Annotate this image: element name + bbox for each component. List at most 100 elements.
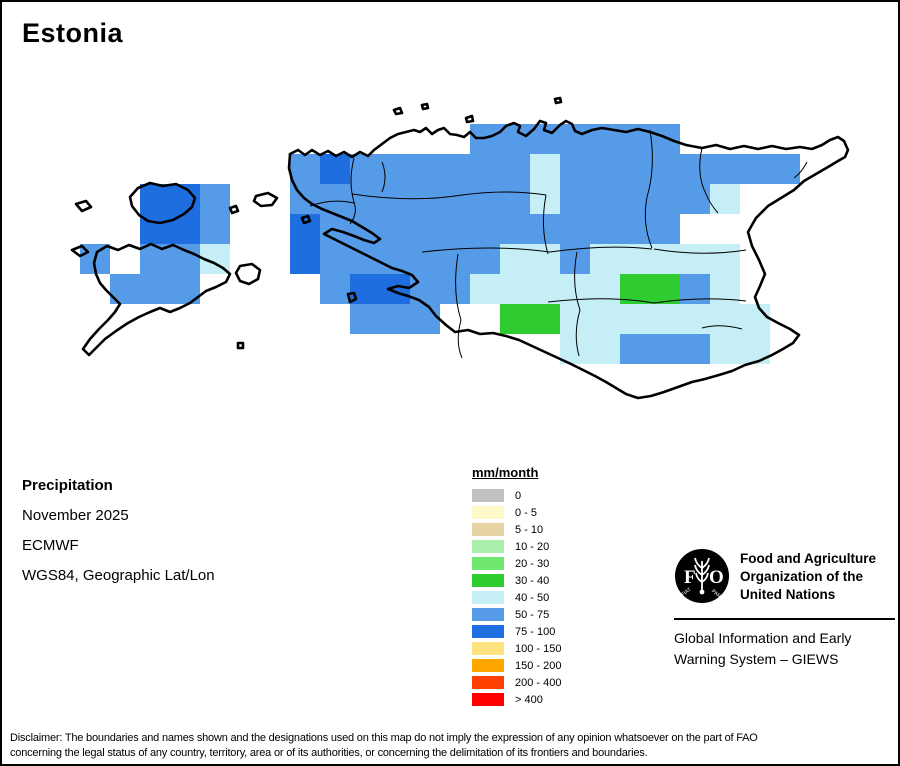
precipitation-cell [440,154,470,184]
precipitation-cell [500,304,530,334]
disclaimer: Disclaimer: The boundaries and names sho… [10,732,758,759]
precipitation-cell [740,334,770,364]
precipitation-cell [590,304,620,334]
legend-label: 20 - 30 [515,557,550,570]
precipitation-cell [620,244,650,274]
legend-label: 100 - 150 [515,642,562,655]
precipitation-cell [620,184,650,214]
precipitation-cell [170,244,200,274]
legend-label: 150 - 200 [515,659,562,672]
precipitation-cell [650,184,680,214]
legend-swatch [472,557,504,570]
legend-label: 10 - 20 [515,540,550,553]
legend-swatch [472,591,504,604]
precipitation-cell [410,154,440,184]
precipitation-cell [410,304,440,334]
precipitation-cell [740,154,770,184]
precipitation-cell [500,124,530,154]
county-boundaries [309,129,808,359]
fao-block: F O FIAT PANIS Food and Agriculture Orga… [674,548,895,670]
legend-swatch [472,659,504,672]
precipitation-cell [350,304,380,334]
precipitation-cell [620,334,650,364]
fao-logo-icon: F O FIAT PANIS [675,549,729,603]
legend: mm/month 0 0 - 5 5 - 10 10 - 20 20 - 30 30 - … [472,465,561,708]
precipitation-cell [470,274,500,304]
legend-swatch [472,574,504,587]
info-variable: Precipitation [22,477,113,494]
legend-item: 20 - 30 [472,555,561,572]
precipitation-cell [470,184,500,214]
legend-label: 50 - 75 [515,608,550,621]
fao-logo-letter-o: O [709,567,724,588]
legend-item: 30 - 40 [472,572,561,589]
precipitation-cell [650,124,680,154]
precipitation-cell [680,154,710,184]
legend-label: 40 - 50 [515,591,550,604]
precipitation-cell [290,244,320,274]
precipitation-cell [710,304,740,334]
precipitation-cell [710,154,740,184]
precipitation-cell [680,184,710,214]
precipitation-cell [500,214,530,244]
precipitation-cell [590,184,620,214]
legend-item: 75 - 100 [472,623,561,640]
precipitation-cell [470,154,500,184]
precipitation-cell [140,274,170,304]
legend-item: 50 - 75 [472,606,561,623]
legend-label: 30 - 40 [515,574,550,587]
precipitation-cell [410,244,440,274]
precipitation-cell [650,244,680,274]
legend-swatch [472,625,504,638]
precipitation-cell [560,214,590,244]
precipitation-cell [470,214,500,244]
legend-swatch [472,523,504,536]
precipitation-cell [710,244,740,274]
legend-item: 40 - 50 [472,589,561,606]
precipitation-cell [530,274,560,304]
precipitation-cell [440,184,470,214]
legend-label: 0 - 5 [515,506,538,519]
precipitation-cell [680,334,710,364]
legend-item: 10 - 20 [472,538,561,555]
legend-item: 200 - 400 [472,674,561,691]
precipitation-cell [380,304,410,334]
legend-swatch [472,642,504,655]
precipitation-cell [620,154,650,184]
precipitation-cell [560,334,590,364]
precipitation-cell [290,154,320,184]
map-info-block: Precipitation November 2025 ECMWF WGS84,… [22,471,215,591]
precipitation-cell [380,214,410,244]
legend-label: 75 - 100 [515,625,556,638]
info-source: ECMWF [22,537,79,554]
precipitation-cell [590,244,620,274]
legend-item: 100 - 150 [472,640,561,657]
precipitation-cell [200,214,230,244]
precipitation-cell [770,154,800,184]
precipitation-cell [320,274,350,304]
legend-item: 0 - 5 [472,504,561,521]
legend-swatch [472,693,504,706]
precipitation-cell [500,184,530,214]
legend-swatch [472,540,504,553]
legend-swatch [472,489,504,502]
precipitation-cell [440,214,470,244]
precipitation-cell [320,154,350,184]
precipitation-cell [650,154,680,184]
legend-swatch [472,608,504,621]
fao-org-name: Food and Agriculture Organization of the… [740,551,876,602]
precipitation-cell [140,184,170,214]
precipitation-cell [680,304,710,334]
legend-label: 0 [515,489,522,502]
precipitation-cell [440,274,470,304]
legend-item: 0 [472,487,561,504]
precipitation-cell [650,334,680,364]
precipitation-cell [590,214,620,244]
legend-title: mm/month [472,465,539,480]
precipitation-cell [290,214,320,244]
precipitation-cell [500,274,530,304]
precipitation-cell [410,214,440,244]
precipitation-cell [200,184,230,214]
